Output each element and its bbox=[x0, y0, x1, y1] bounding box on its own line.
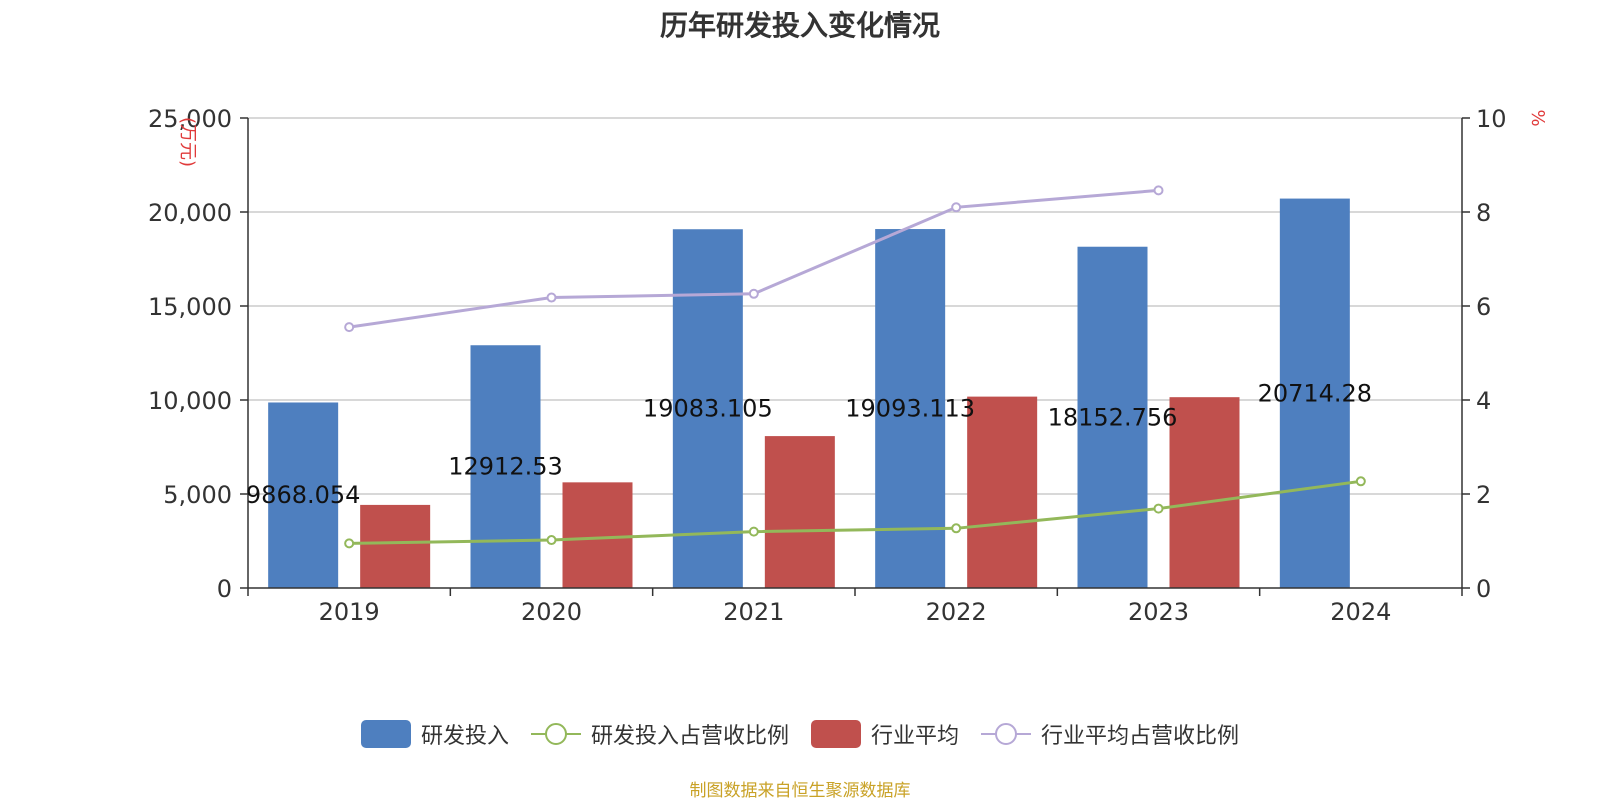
left-axis-tick-label: 25,000 bbox=[148, 105, 232, 133]
rd-investment-data-label: 20714.28 bbox=[1258, 379, 1373, 407]
right-axis-tick-label: 4 bbox=[1476, 387, 1491, 415]
source-note: 制图数据来自恒生聚源数据库 bbox=[689, 781, 911, 801]
data-labels: 9868.054 12912.53 19083.105 19093.113 18152.… bbox=[246, 379, 1372, 509]
lines bbox=[344, 185, 1366, 549]
x-axis-tick-label: 2024 bbox=[1330, 598, 1391, 626]
industry-average-bar-2020 bbox=[562, 482, 633, 588]
rd-ratio-point-5 bbox=[1355, 476, 1366, 487]
rd-ratio-point-3 bbox=[951, 523, 962, 534]
legend: 研发投入 研发投入占营收比例 行业平均 行业平均占营收比例 bbox=[0, 718, 1600, 750]
right-axis-tick-label: 0 bbox=[1476, 575, 1491, 603]
x-axis-tick-label: 2020 bbox=[521, 598, 582, 626]
left-axis-tick-label: 15,000 bbox=[148, 293, 232, 321]
legend-swatch-industry-average bbox=[811, 720, 861, 748]
rd-investment-bar-2024 bbox=[1279, 198, 1350, 588]
legend-item-industry-ratio[interactable]: 行业平均占营收比例 bbox=[981, 718, 1239, 750]
left-axis-unit: (万元) bbox=[177, 117, 198, 167]
rd-investment-data-label: 19083.105 bbox=[643, 395, 773, 423]
rd-investment-bar-2023 bbox=[1077, 246, 1148, 588]
rd-ratio-point-0 bbox=[344, 538, 355, 549]
x-axis-tick-label: 2023 bbox=[1128, 598, 1189, 626]
legend-swatch-rd-investment bbox=[360, 720, 411, 748]
right-axis-tick-label: 10 bbox=[1476, 105, 1507, 133]
industry-ratio-point-1 bbox=[546, 292, 557, 303]
right-axis-tick-label: 6 bbox=[1476, 293, 1491, 321]
chart-title: 历年研发投入变化情况 bbox=[659, 9, 940, 42]
industry-ratio-point-0 bbox=[344, 322, 355, 333]
industry-ratio-point-2 bbox=[748, 288, 759, 299]
legend-label-rd-investment: 研发投入 bbox=[420, 724, 509, 749]
rd-investment-bar-2019 bbox=[268, 402, 339, 588]
left-axis-tick-label: 0 bbox=[217, 575, 232, 603]
industry-ratio-point-4 bbox=[1153, 185, 1164, 196]
industry-average-bar-2022 bbox=[967, 396, 1038, 588]
rd-investment-data-label: 18152.756 bbox=[1048, 403, 1178, 431]
left-axis-tick-label: 10,000 bbox=[148, 387, 232, 415]
rd-ratio-line bbox=[349, 479, 1362, 545]
rd-ratio-point-4 bbox=[1153, 503, 1164, 514]
rd-investment-data-label: 19093.113 bbox=[845, 395, 975, 423]
rd-investment-bar-2021 bbox=[672, 229, 743, 589]
legend-label-industry-average: 行业平均 bbox=[871, 724, 960, 749]
legend-item-rd-ratio[interactable]: 研发投入占营收比例 bbox=[530, 718, 789, 750]
legend-label-rd-ratio: 研发投入占营收比例 bbox=[590, 724, 789, 749]
rd-ratio-point-1 bbox=[546, 535, 557, 546]
industry-average-bar-2021 bbox=[764, 436, 835, 588]
x-axis-tick-label: 2019 bbox=[319, 598, 380, 626]
rd-investment-data-label: 12912.53 bbox=[448, 453, 563, 481]
x-axis-tick-label: 2022 bbox=[926, 598, 987, 626]
industry-average-bar-2023 bbox=[1169, 397, 1240, 588]
right-axis-tick-label: 2 bbox=[1476, 481, 1491, 509]
industry-ratio-point-3 bbox=[951, 202, 962, 213]
axes: 0 5,000 10,000 15,000 20,000 25,000 0 2 4 6 8 10 201… bbox=[148, 105, 1548, 626]
rd-investment-bar-2020 bbox=[470, 345, 541, 588]
left-axis-tick-label: 20,000 bbox=[148, 199, 232, 227]
x-axis-tick-label: 2021 bbox=[723, 598, 784, 626]
legend-swatch-industry-ratio bbox=[981, 723, 1032, 745]
right-axis-unit: % bbox=[1527, 109, 1548, 126]
legend-swatch-rd-ratio bbox=[530, 723, 581, 745]
legend-item-rd-investment[interactable]: 研发投入 bbox=[360, 718, 509, 750]
rd-ratio-point-2 bbox=[748, 526, 759, 537]
left-axis-tick-label: 5,000 bbox=[163, 481, 232, 509]
bars bbox=[268, 198, 1350, 589]
legend-label-industry-ratio: 行业平均占营收比例 bbox=[1041, 724, 1240, 749]
right-axis-tick-label: 8 bbox=[1476, 199, 1491, 227]
rd-investment-data-label: 9868.054 bbox=[246, 481, 361, 509]
legend-item-industry-average[interactable]: 行业平均 bbox=[811, 718, 959, 750]
industry-average-bar-2019 bbox=[360, 504, 431, 588]
